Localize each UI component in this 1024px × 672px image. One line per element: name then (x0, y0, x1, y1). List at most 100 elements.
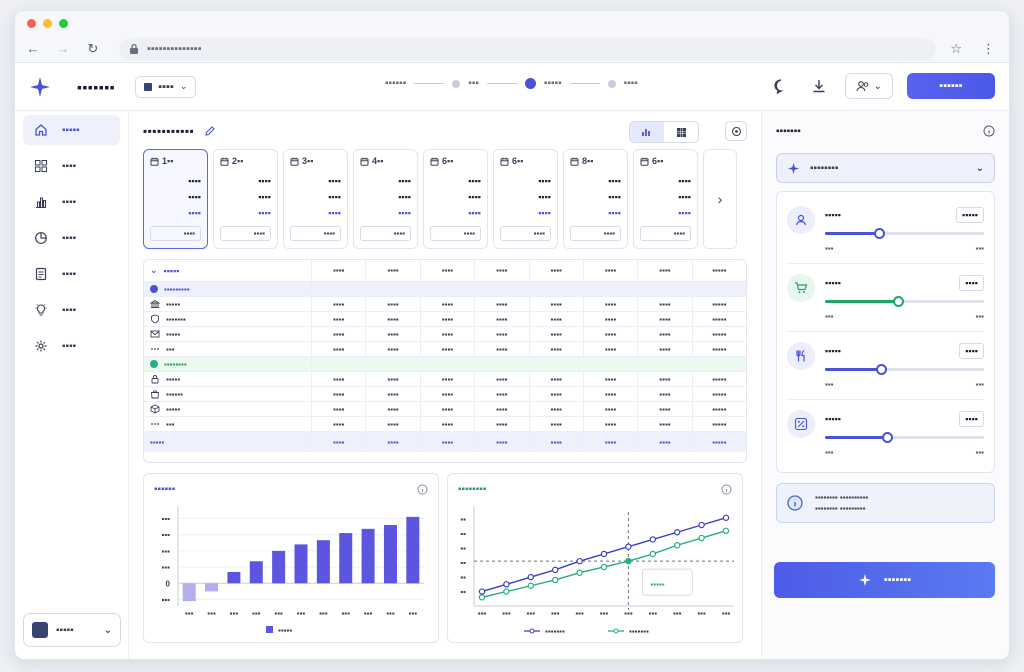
step-2-label[interactable]: ▪▪▪ (468, 78, 479, 89)
series-a-point[interactable] (527, 573, 535, 581)
table-cell[interactable]: ▪▪▪▪ (366, 342, 421, 356)
table-cell[interactable]: ▪▪▪▪ (638, 417, 693, 431)
table-cell[interactable]: ▪▪▪▪ (530, 372, 584, 386)
scenario-dropdown[interactable]: ▪▪▪▪▪▪▪▪ ⌄ (776, 153, 995, 183)
table-cell[interactable]: ▪▪▪▪ (475, 432, 530, 452)
table-cell[interactable]: ▪▪▪▪▪ (712, 374, 727, 384)
series-a-point[interactable] (600, 550, 608, 558)
series-a-point[interactable] (576, 557, 583, 565)
column-header[interactable]: ▪▪▪▪ (421, 260, 476, 281)
period-card[interactable]: 6▪▪ ▪▪▪▪ ▪▪▪▪ ▪▪▪▪ ▪▪▪▪ (633, 149, 698, 249)
table-cell[interactable]: ▪▪▪▪ (530, 387, 584, 401)
series-b-point[interactable] (503, 588, 510, 595)
slider-value-input[interactable]: ▪▪▪▪ (959, 275, 984, 291)
column-header[interactable]: ▪▪▪▪▪ (712, 266, 727, 275)
card-input[interactable]: ▪▪▪▪ (640, 226, 691, 241)
period-card[interactable]: 1▪▪ ▪▪▪▪ ▪▪▪▪ ▪▪▪▪ ▪▪▪▪ (143, 149, 208, 249)
slider-handle[interactable] (874, 228, 886, 239)
series-a-point[interactable] (503, 581, 510, 588)
table-row[interactable]: ▪▪▪▪▪▪▪▪ (144, 357, 746, 372)
table-cell[interactable]: ▪▪▪▪ (366, 417, 421, 431)
table-cell[interactable]: ▪▪▪▪ (638, 297, 693, 311)
table-cell[interactable]: ▪▪▪▪ (312, 342, 367, 356)
table-cell[interactable]: ▪▪▪▪ (421, 327, 476, 341)
chart-view-toggle[interactable] (630, 122, 664, 142)
table-cell[interactable]: ▪▪▪▪ (475, 417, 530, 431)
table-cell[interactable]: ▪▪▪▪▪ (712, 299, 727, 309)
table-cell[interactable]: ▪▪▪▪ (312, 432, 367, 452)
step-3-dot-active[interactable] (524, 78, 536, 89)
bookmark-star-icon[interactable]: ☆ (950, 40, 962, 56)
table-cell[interactable]: ▪▪▪▪ (530, 312, 584, 326)
table-cell[interactable]: ▪▪▪▪ (475, 312, 530, 326)
table-cell[interactable]: ▪▪▪▪ (421, 432, 476, 452)
forward-icon[interactable]: → (56, 41, 70, 56)
column-header[interactable]: ▪▪▪▪ (530, 260, 584, 281)
series-b-point[interactable] (551, 576, 559, 584)
table-cell[interactable]: ▪▪▪▪ (530, 432, 584, 452)
workspace-switcher[interactable]: ▪▪▪▪▪ ⌄ (23, 613, 121, 647)
sidebar-item-analytics[interactable]: ▪▪▪▪ (23, 223, 120, 253)
bar[interactable] (383, 524, 397, 584)
series-b-point[interactable] (600, 563, 608, 571)
column-header[interactable]: ▪▪▪▪ (366, 260, 421, 281)
table-row[interactable]: ▪▪▪▪▪ ▪▪▪▪ ▪▪▪▪ ▪▪▪▪ ▪▪▪▪ ▪▪▪▪ ▪▪▪▪ ▪▪▪▪ ▪▪▪▪▪ (144, 402, 746, 417)
table-cell[interactable]: ▪▪▪▪ (421, 387, 476, 401)
period-card[interactable]: 3▪▪ ▪▪▪▪ ▪▪▪▪ ▪▪▪▪ ▪▪▪▪ (283, 149, 348, 249)
table-group-toggle[interactable]: ⌄ ▪▪▪▪▪ (144, 260, 312, 281)
series-b-point[interactable] (673, 542, 681, 549)
bar[interactable] (361, 528, 375, 584)
sidebar-item-grid[interactable]: ▪▪▪▪ (23, 151, 120, 181)
table-row[interactable]: ▪▪▪ ▪▪▪▪ ▪▪▪▪ ▪▪▪▪ ▪▪▪▪ ▪▪▪▪ ▪▪▪▪ ▪▪▪▪ ▪▪▪▪▪ (144, 417, 746, 432)
table-cell[interactable]: ▪▪▪▪ (530, 327, 584, 341)
maximize-window-button[interactable] (59, 18, 68, 28)
bar[interactable] (294, 544, 308, 584)
table-cell[interactable]: ▪▪▪▪▪ (712, 404, 727, 414)
table-cell[interactable]: ▪▪▪▪ (475, 327, 530, 341)
card-input[interactable]: ▪▪▪▪ (150, 226, 201, 241)
table-cell[interactable]: ▪▪▪▪ (638, 327, 693, 341)
table-cell[interactable]: ▪▪▪▪ (584, 342, 639, 356)
grid-view-toggle[interactable] (664, 122, 698, 142)
table-cell[interactable]: ▪▪▪▪ (638, 342, 693, 356)
browser-menu-icon[interactable]: ⋮ (982, 40, 995, 56)
series-b-point[interactable] (576, 569, 583, 576)
step-2-dot[interactable] (452, 79, 461, 88)
sidebar-item-settings[interactable]: ▪▪▪▪ (23, 331, 120, 361)
close-window-button[interactable] (27, 18, 36, 28)
reload-icon[interactable]: ↻ (87, 40, 99, 56)
table-cell[interactable]: ▪▪▪▪ (312, 402, 367, 416)
table-cell[interactable]: ▪▪▪▪▪ (712, 314, 727, 324)
column-header[interactable]: ▪▪▪▪ (638, 260, 693, 281)
table-cell[interactable]: ▪▪▪▪ (584, 372, 639, 386)
series-a-point[interactable] (625, 543, 632, 550)
table-cell[interactable]: ▪▪▪▪ (421, 402, 476, 416)
series-a-point[interactable] (649, 536, 656, 543)
table-cell[interactable]: ▪▪▪▪▪ (712, 329, 727, 339)
table-cell[interactable]: ▪▪▪▪ (312, 297, 367, 311)
info-icon[interactable] (417, 484, 428, 495)
table-cell[interactable]: ▪▪▪▪ (530, 342, 584, 356)
series-a-point[interactable] (551, 566, 559, 574)
table-cell[interactable]: ▪▪▪▪ (421, 297, 476, 311)
period-card[interactable]: 4▪▪ ▪▪▪▪ ▪▪▪▪ ▪▪▪▪ ▪▪▪▪ (353, 149, 418, 249)
table-cell[interactable]: ▪▪▪▪ (366, 402, 421, 416)
table-cell[interactable]: ▪▪▪▪ (366, 327, 421, 341)
bar[interactable] (339, 533, 353, 584)
card-input[interactable]: ▪▪▪▪ (500, 226, 551, 241)
table-cell[interactable]: ▪▪▪▪ (638, 312, 693, 326)
column-header[interactable]: ▪▪▪▪ (475, 260, 530, 281)
series-a-point[interactable] (698, 521, 705, 529)
table-cell[interactable]: ▪▪▪▪ (584, 402, 639, 416)
table-cell[interactable]: ▪▪▪▪ (584, 327, 639, 341)
series-b-point[interactable] (722, 527, 730, 535)
slider-track[interactable] (825, 432, 984, 443)
table-cell[interactable]: ▪▪▪▪ (312, 312, 367, 326)
series-a-point[interactable] (722, 514, 730, 521)
table-cell[interactable]: ▪▪▪▪ (312, 372, 367, 386)
card-input[interactable]: ▪▪▪▪ (570, 226, 621, 241)
table-cell[interactable]: ▪▪▪▪ (312, 417, 367, 431)
table-cell[interactable]: ▪▪▪▪▪ (712, 419, 727, 429)
bar[interactable] (272, 550, 286, 584)
table-cell[interactable]: ▪▪▪▪ (584, 387, 639, 401)
